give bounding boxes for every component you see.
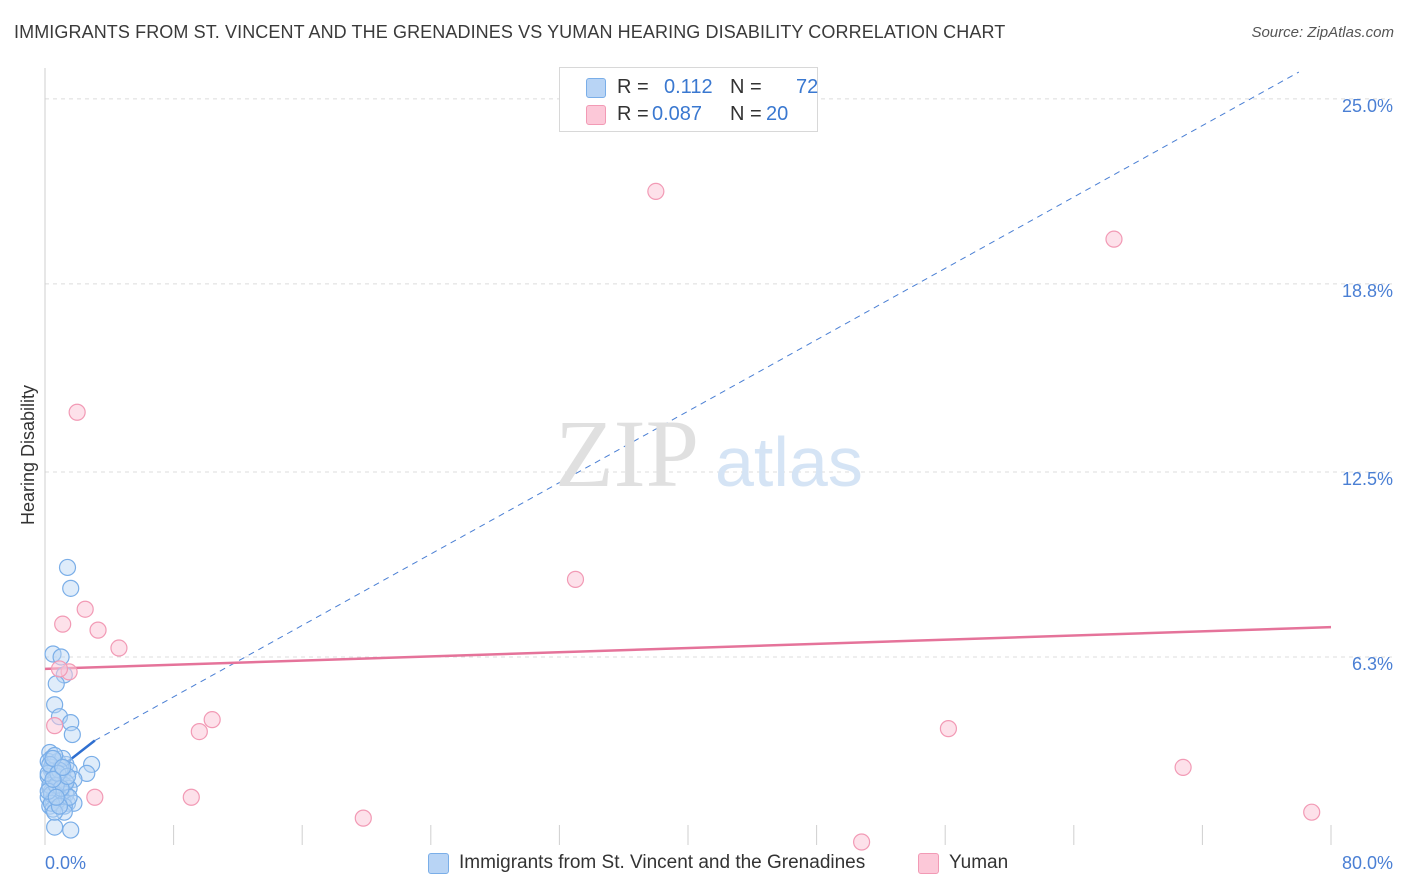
y-tick-label: 18.8% xyxy=(1342,281,1393,301)
data-point-yuman xyxy=(647,182,665,201)
x-tick-label: 0.0% xyxy=(45,853,86,873)
bottom-legend-label: Yuman xyxy=(949,852,1009,873)
data-point-immigrants xyxy=(58,767,77,785)
legend-swatch-blue xyxy=(586,78,606,98)
data-point-yuman xyxy=(203,711,221,729)
legend-r-label: R = xyxy=(617,76,649,98)
legend-r-value: 0.112 xyxy=(664,76,713,98)
trend-lines xyxy=(44,71,1332,781)
data-point-yuman xyxy=(182,788,200,806)
data-point-yuman xyxy=(853,833,871,851)
data-point-yuman xyxy=(86,788,104,806)
data-point-immigrants xyxy=(54,758,72,777)
source-label: Source: ZipAtlas.com xyxy=(1251,24,1394,41)
data-point-yuman xyxy=(1174,758,1192,777)
axes xyxy=(44,68,1332,845)
correlation-legend: R = 0.112 N = 72 R = 0.087 N = 20 xyxy=(559,67,818,132)
data-point-yuman xyxy=(1303,803,1321,821)
data-point-yuman xyxy=(68,403,86,421)
data-point-yuman xyxy=(54,615,72,633)
data-point-yuman xyxy=(89,621,107,639)
data-point-yuman xyxy=(1105,230,1123,248)
data-point-immigrants xyxy=(63,725,81,744)
data-point-immigrants xyxy=(83,755,101,774)
y-tick-label: 25.0% xyxy=(1342,96,1393,116)
chart-title: IMMIGRANTS FROM ST. VINCENT AND THE GREN… xyxy=(14,22,1006,42)
data-point-yuman xyxy=(50,660,69,678)
y-axis-title: Hearing Disability xyxy=(18,385,38,525)
data-point-yuman xyxy=(110,639,128,657)
data-point-yuman xyxy=(354,809,372,827)
legend-n-label: N = xyxy=(730,76,762,98)
series-yuman-points xyxy=(46,182,1321,851)
bottom-legend-label: Immigrants from St. Vincent and the Gren… xyxy=(459,852,866,873)
trend-line-immigrants-dashed xyxy=(94,71,1300,741)
data-point-immigrants xyxy=(47,675,65,693)
tick-labels: 6.3% 12.5% 18.8% 25.0% 0.0% 80.0% xyxy=(45,96,1393,873)
grid-lines xyxy=(45,98,1392,658)
data-point-immigrants xyxy=(62,579,80,597)
data-point-immigrants xyxy=(42,785,61,803)
data-point-yuman xyxy=(190,722,208,741)
legend-n-value: 72 xyxy=(796,76,819,98)
data-point-yuman xyxy=(76,600,94,618)
bottom-legend-swatch-pink xyxy=(918,853,939,874)
data-point-yuman xyxy=(46,717,64,735)
data-point-yuman xyxy=(566,570,585,588)
data-point-immigrants xyxy=(46,818,64,836)
data-point-immigrants xyxy=(47,788,65,806)
data-point-immigrants xyxy=(50,797,69,815)
legend-n-value: 20 xyxy=(766,103,789,125)
legend-r-label: R = xyxy=(617,103,649,125)
trend-line-yuman xyxy=(44,625,1332,671)
y-tick-label: 6.3% xyxy=(1352,654,1393,674)
legend-n-label: N = xyxy=(730,103,762,125)
legend-r-value: 0.087 xyxy=(652,103,703,125)
data-point-immigrants xyxy=(58,558,77,577)
y-tick-label: 12.5% xyxy=(1342,469,1393,489)
bottom-legend-swatch-blue xyxy=(428,853,449,874)
data-point-immigrants xyxy=(62,821,80,839)
legend-swatch-pink xyxy=(586,105,606,125)
x-tick-label: 80.0% xyxy=(1342,853,1393,873)
data-point-yuman xyxy=(939,720,958,738)
data-point-immigrants xyxy=(44,770,62,788)
series-immigrants-points xyxy=(39,558,101,839)
